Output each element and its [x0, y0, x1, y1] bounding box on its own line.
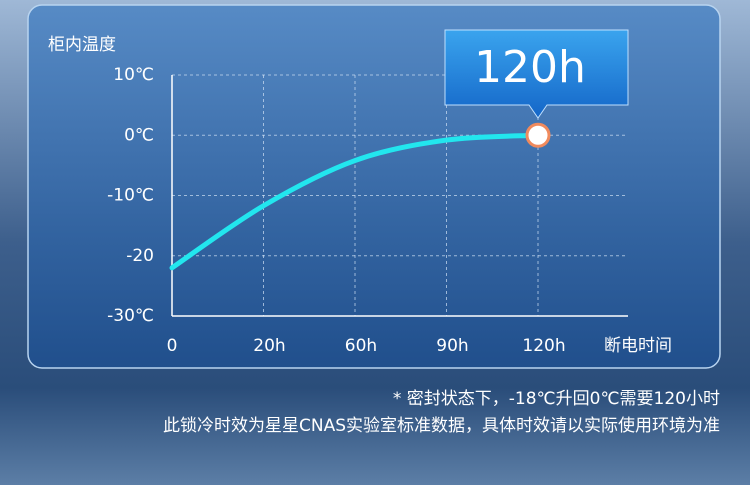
x-axis-label: 断电时间: [604, 336, 672, 356]
y-tick-label: -30℃: [107, 306, 154, 326]
data-line: [169, 132, 541, 271]
y-tick-label: -20: [126, 246, 154, 266]
y-tick-label: 0℃: [124, 125, 154, 145]
callout-label: 120h: [474, 42, 586, 93]
x-tick-label: 120h: [522, 336, 565, 356]
x-tick-label: 90h: [436, 336, 468, 356]
x-tick-label: 0: [167, 336, 178, 356]
footnote: * 密封状态下，-18℃升回0℃需要120小时: [393, 389, 720, 409]
y-tick-label: 10℃: [113, 65, 154, 85]
footnote: 此锁冷时效为星星CNAS实验室标准数据，具体时效请以实际使用环境为准: [163, 415, 720, 436]
x-tick-label: 60h: [345, 336, 377, 356]
end-marker: [525, 122, 551, 148]
x-tick-label: 20h: [253, 336, 285, 356]
y-axis-label: 柜内温度: [48, 35, 116, 55]
callout-box: [444, 29, 629, 119]
y-tick-label: -10℃: [107, 186, 154, 206]
